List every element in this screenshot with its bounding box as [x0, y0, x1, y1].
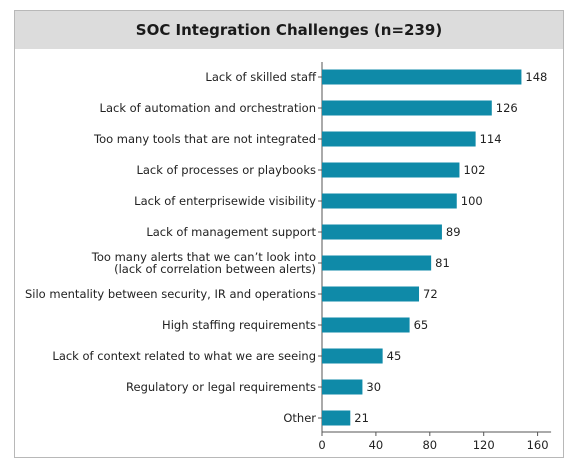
bar: [322, 131, 476, 147]
bar: [322, 162, 460, 178]
bar: [322, 69, 522, 85]
chart-title-bar: SOC Integration Challenges (n=239): [15, 11, 563, 49]
bar: [322, 100, 492, 116]
x-tick-label: 120: [473, 438, 495, 452]
chart-title: SOC Integration Challenges (n=239): [135, 21, 443, 39]
bar-value-label: 72: [423, 287, 438, 301]
category-label: Lack of processes or playbooks: [136, 163, 316, 177]
bar: [322, 348, 383, 364]
bar-value-label: 100: [461, 194, 483, 208]
category-label: Lack of management support: [146, 225, 316, 239]
x-tick-label: 40: [369, 438, 384, 452]
category-label: Too many tools that are not integrated: [93, 132, 316, 146]
bar: [322, 410, 351, 426]
bar-value-label: 148: [525, 70, 547, 84]
category-label: (lack of correlation between alerts): [114, 262, 316, 276]
bar-value-label: 89: [446, 225, 461, 239]
category-label: Other: [283, 411, 316, 425]
category-label: Lack of skilled staff: [205, 70, 317, 84]
chart-frame: SOC Integration Challenges (n=239): [14, 10, 564, 458]
category-label: Lack of enterprisewide visibility: [134, 194, 316, 208]
bar-value-label: 102: [463, 163, 485, 177]
bar-value-label: 81: [435, 256, 450, 270]
bar-value-label: 65: [414, 318, 429, 332]
bar-value-label: 30: [366, 380, 381, 394]
category-label: Lack of context related to what we are s…: [52, 349, 316, 363]
category-label: Lack of automation and orchestration: [100, 101, 316, 115]
x-tick-label: 160: [527, 438, 549, 452]
bar: [322, 379, 363, 395]
category-label: High staffing requirements: [162, 318, 316, 332]
bar-value-label: 45: [387, 349, 402, 363]
category-label: Silo mentality between security, IR and …: [25, 287, 316, 301]
x-tick-label: 80: [422, 438, 437, 452]
bar: [322, 255, 432, 271]
category-label: Regulatory or legal requirements: [126, 380, 316, 394]
bar: [322, 317, 410, 333]
x-tick-label: 0: [318, 438, 325, 452]
category-label: Too many alerts that we can’t look into: [91, 250, 316, 264]
bar: [322, 224, 442, 240]
bar: [322, 193, 457, 209]
bar-value-label: 21: [354, 411, 369, 425]
bar-value-label: 126: [496, 101, 518, 115]
bar: [322, 286, 420, 302]
bar-value-label: 114: [480, 132, 502, 146]
